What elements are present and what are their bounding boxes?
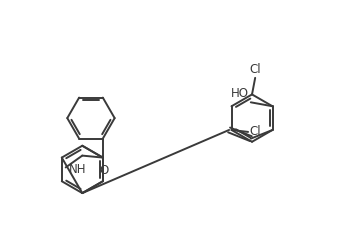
Text: NH: NH <box>69 164 86 176</box>
Text: Cl: Cl <box>250 125 261 138</box>
Text: O: O <box>100 164 109 177</box>
Text: HO: HO <box>231 87 249 100</box>
Text: Cl: Cl <box>250 63 261 76</box>
